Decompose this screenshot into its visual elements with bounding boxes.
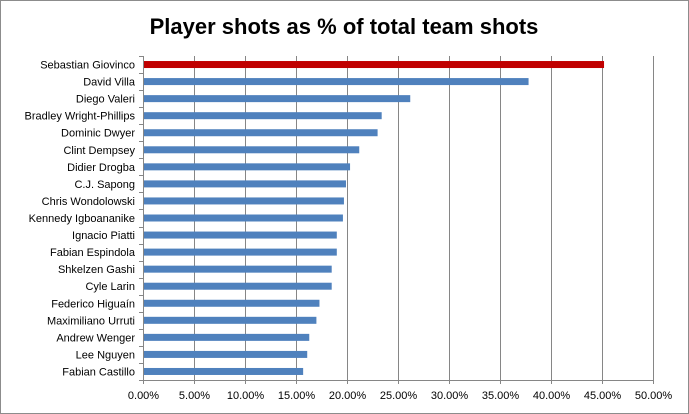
category-label: Shkelzen Gashi [58, 264, 135, 276]
category-label: Cyle Larin [85, 281, 135, 293]
bar [143, 248, 337, 256]
x-tick-label: 45.00% [584, 390, 622, 402]
category-label: Kennedy Igboananike [29, 213, 135, 225]
bar [143, 214, 343, 222]
category-label: Maximiliano Urruti [47, 315, 135, 327]
bar [143, 282, 332, 290]
category-labels: Sebastian Giovinco David Villa Diego Valer… [25, 60, 136, 379]
x-tick-label: 10.00% [227, 390, 265, 402]
x-tick-label: 15.00% [278, 390, 316, 402]
category-label: Bradley Wright-Phillips [25, 111, 136, 123]
category-label: Ignacio Piatti [72, 230, 135, 242]
category-label: Clint Dempsey [63, 145, 135, 157]
category-label: Sebastian Giovinco [40, 60, 135, 72]
bar [143, 163, 351, 171]
bar [143, 231, 337, 239]
chart-title: Player shots as % of total team shots [150, 14, 539, 39]
bar [143, 299, 320, 307]
bar [143, 197, 344, 205]
category-label: Diego Valeri [76, 94, 135, 106]
x-tick-label: 40.00% [533, 390, 571, 402]
bar [143, 95, 411, 103]
bar [143, 333, 310, 341]
bars [143, 56, 605, 380]
x-tick-label: 30.00% [431, 390, 469, 402]
x-tick-label: 25.00% [380, 390, 418, 402]
x-tick-label: 35.00% [482, 390, 520, 402]
x-axis-ticks: 0.00% 5.00% 10.00% 15.00% 20.00% 25.00% 30.00%… [128, 390, 672, 402]
x-tick-label: 50.00% [635, 390, 673, 402]
bar [143, 146, 360, 154]
x-tick-label: 5.00% [179, 390, 210, 402]
category-label: Didier Drogba [67, 162, 136, 174]
category-label: Chris Wondolowski [42, 196, 135, 208]
category-label: Federico Higuaín [51, 298, 135, 310]
category-label: Fabian Castillo [62, 366, 135, 378]
bar [143, 61, 605, 69]
x-tick-label: 0.00% [128, 390, 159, 402]
bar [143, 129, 378, 137]
x-tick-label: 20.00% [329, 390, 367, 402]
category-label: C.J. Sapong [74, 179, 135, 191]
category-label: Andrew Wenger [56, 332, 135, 344]
bar [143, 112, 382, 120]
category-label: Lee Nguyen [76, 349, 135, 361]
bar [143, 350, 308, 358]
category-label: David Villa [83, 77, 136, 89]
bar [143, 78, 529, 86]
bar [143, 180, 346, 188]
category-label: Fabian Espindola [50, 247, 136, 259]
bar [143, 316, 317, 324]
category-label: Dominic Dwyer [61, 128, 135, 140]
bar [143, 367, 304, 375]
bar [143, 265, 332, 273]
